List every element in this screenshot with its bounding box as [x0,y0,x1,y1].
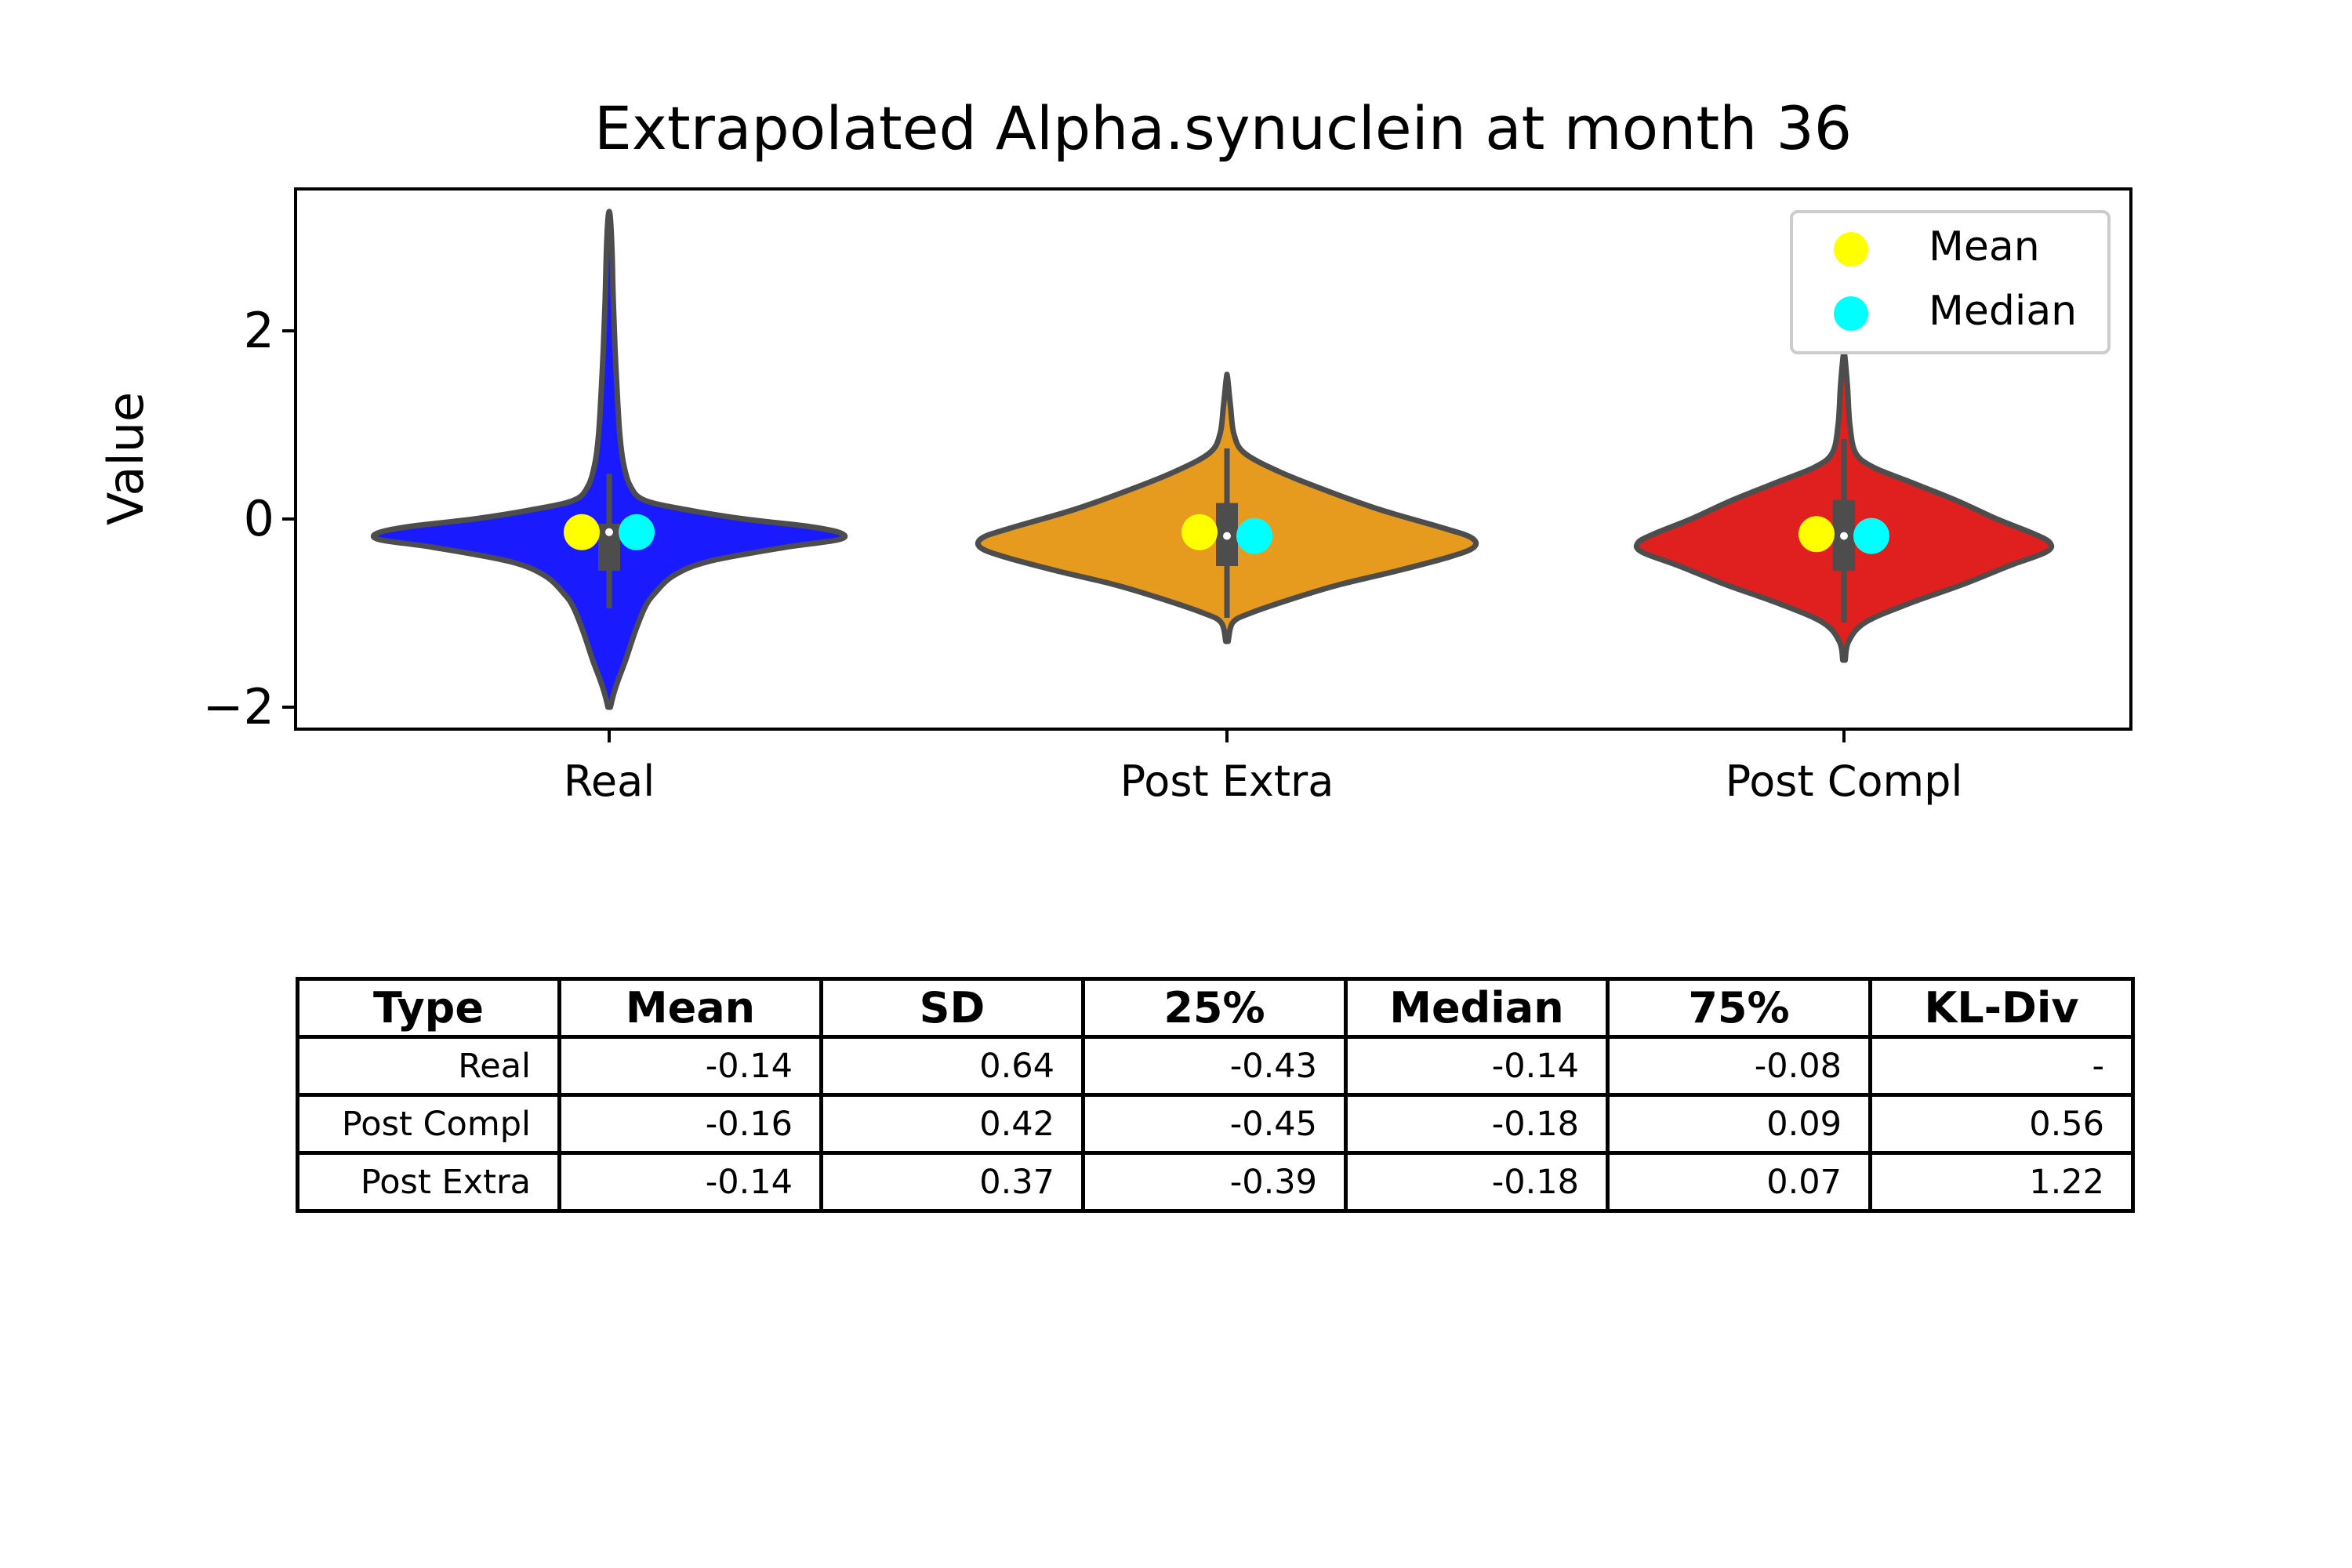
table-cell: 0.09 [1606,1093,1872,1155]
y-tick-label: 0 [244,490,274,547]
col-header-75: 75% [1606,977,1872,1039]
x-tick-label: Post Compl [1726,757,1963,806]
table-cell: 0.37 [819,1151,1085,1213]
table-cell: Post Extra [296,1151,561,1213]
median-marker [619,514,655,550]
table-cell: -0.18 [1344,1151,1610,1213]
mean-legend-label: Mean [1929,223,2040,270]
col-header-sd: SD [819,977,1085,1039]
axes: −2 0 2 Real Post Extra Post Compl [203,302,1963,806]
table-row: Post Extra -0.14 0.37 -0.39 -0.18 0.07 1… [296,1151,2135,1213]
mean-marker [1181,514,1218,550]
table-row: Real -0.14 0.64 -0.43 -0.14 -0.08 - [296,1035,2135,1097]
violin-body [370,209,848,710]
table-cell: -0.14 [557,1151,823,1213]
table-cell: 0.64 [819,1035,1085,1097]
y-tick-label: −2 [203,678,274,735]
table-cell: -0.16 [557,1093,823,1155]
table-header-row: Type Mean SD 25% Median 75% KL-Div [296,977,2135,1039]
plot-frame [294,187,2132,731]
x-tick-label: Post Extra [1120,757,1334,806]
plot-area [370,209,2055,710]
table-cell: Post Compl [296,1093,561,1155]
table-cell: Real [296,1035,561,1097]
table-cell: 0.56 [1868,1093,2135,1155]
table-cell: -0.14 [557,1035,823,1097]
col-header-25: 25% [1081,977,1348,1039]
table-cell: 0.42 [819,1093,1085,1155]
table-row: Post Compl -0.16 0.42 -0.45 -0.18 0.09 0… [296,1093,2135,1155]
median-legend-marker [1834,296,1868,331]
table-cell: -0.08 [1606,1035,1872,1097]
table-cell: - [1868,1035,2135,1097]
col-header-mean: Mean [557,977,823,1039]
col-header-kl-div: KL-Div [1868,977,2135,1039]
col-header-median: Median [1344,977,1610,1039]
table-cell: -0.43 [1081,1035,1348,1097]
median-marker [1236,517,1272,554]
stats-table: Type Mean SD 25% Median 75% KL-Div Real … [296,977,2135,1213]
table-cell: -0.45 [1081,1093,1348,1155]
legend: Mean Median [1790,210,2111,354]
legend-box [1790,210,2111,354]
chart-title: Extrapolated Alpha.synuclein at month 36 [594,93,1852,163]
table-cell: -0.14 [1344,1035,1610,1097]
y-tick-label: 2 [244,302,274,359]
mean-legend-marker [1834,232,1868,267]
x-tick-label: Real [564,757,655,806]
median-marker [1853,517,1889,554]
col-header-type: Type [296,977,561,1039]
table-cell: 0.07 [1606,1151,1872,1213]
violin-median-dot [605,528,613,536]
violin-median-dot [1840,532,1848,540]
mean-marker [1798,516,1835,553]
y-axis-label: Value [97,392,154,525]
table-cell: 1.22 [1868,1151,2135,1213]
mean-marker [564,514,600,550]
table-cell: -0.39 [1081,1151,1348,1213]
table-cell: -0.18 [1344,1093,1610,1155]
median-legend-label: Median [1929,288,2077,335]
violin-median-dot [1223,532,1231,540]
